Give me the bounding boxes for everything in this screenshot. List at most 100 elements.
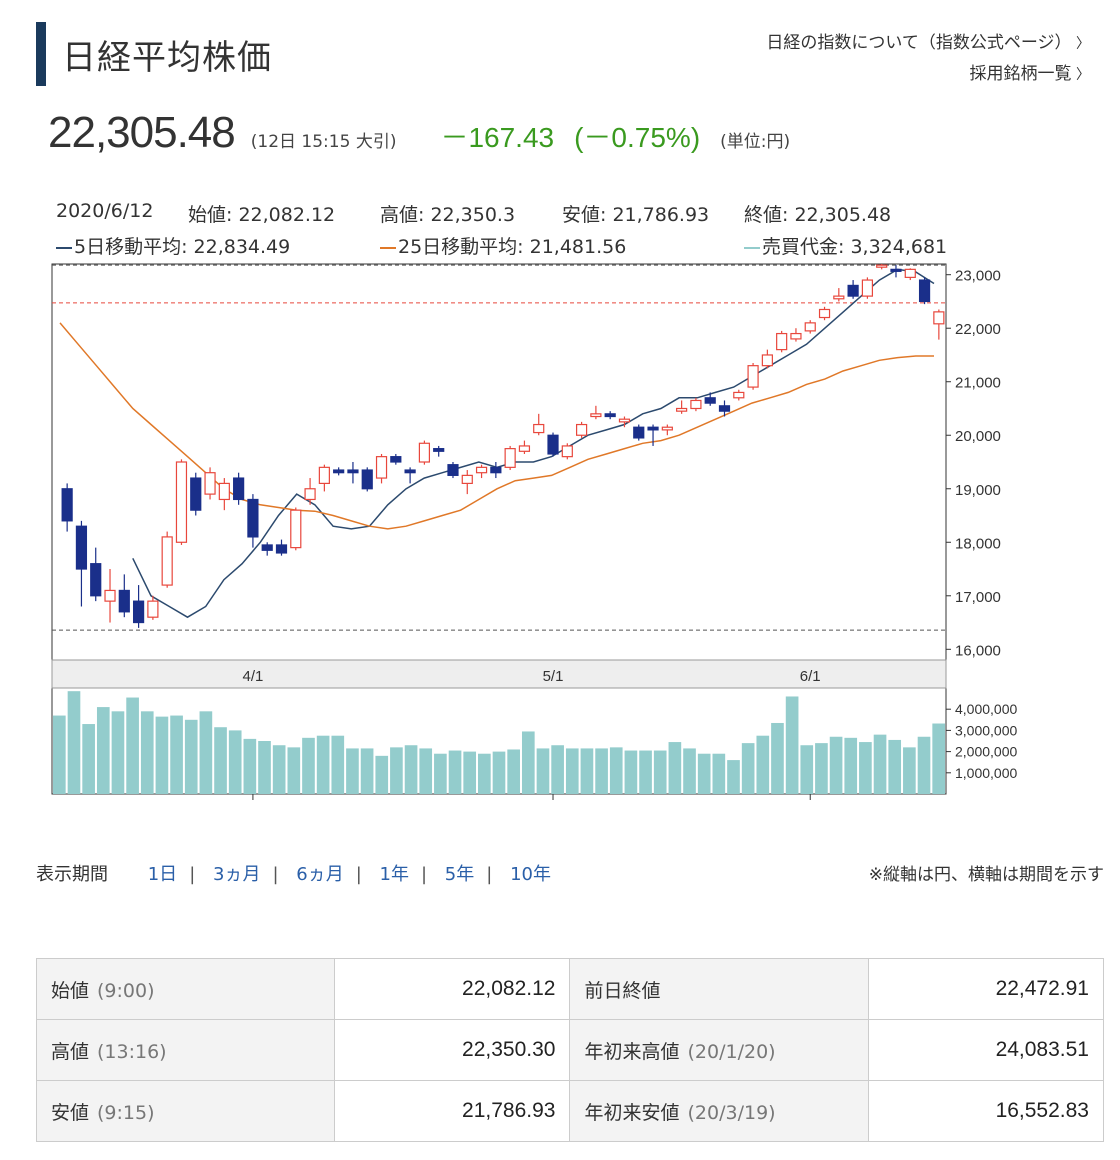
volume-bar: [697, 753, 711, 794]
title-accent-bar: [36, 22, 46, 86]
candle-up: [318, 466, 330, 485]
volume-y-tick-label: 3,000,000: [955, 722, 1017, 738]
stat-label: 年初来安値: [584, 1101, 680, 1124]
period-separator: |: [355, 864, 362, 885]
candle-up: [475, 466, 488, 474]
quote-row: 22,305.48 (12日 15:15 大引) －167.43 (－0.75%…: [48, 108, 790, 158]
unit-label: (単位:円): [720, 132, 791, 152]
volume-bar: [580, 748, 594, 794]
stat-sub: (9:00): [97, 979, 155, 1002]
price-y-tick-label: 16,000: [955, 642, 1001, 659]
period-10y[interactable]: 10年: [510, 864, 551, 885]
candle-down: [75, 525, 88, 570]
candle-up: [876, 264, 888, 268]
candle-up: [204, 472, 216, 495]
stock-chart: 16,000 17,000 18,000 19,000 20,000 21,000 22,0…: [51, 263, 1017, 800]
volume-bar: [609, 747, 623, 794]
candle-down: [490, 466, 502, 474]
candle-down: [233, 477, 245, 501]
candle-up: [290, 509, 302, 549]
ma5-line: [132, 268, 935, 619]
volume-bar: [859, 742, 872, 794]
candle-up: [804, 322, 816, 332]
index-about-link[interactable]: 日経の指数について（指数公式ページ）: [766, 28, 1090, 59]
candle-up: [661, 426, 673, 431]
period-3m[interactable]: 3ヵ月: [213, 864, 261, 885]
candle-up: [590, 413, 602, 418]
stat-value: 22,350.30: [334, 1019, 571, 1081]
stat-key: 年初来高値 (20/1/20): [569, 1019, 869, 1081]
volume-bar: [668, 742, 682, 794]
candle-up: [175, 461, 188, 543]
candle-up: [104, 589, 116, 602]
period-1d[interactable]: 1日: [147, 864, 178, 885]
volume-bar: [639, 750, 652, 794]
current-price: 22,305.48: [48, 108, 236, 157]
price-y-tick-label: 20,000: [955, 428, 1001, 445]
volume-bar: [829, 736, 843, 794]
ohlc-date: 2020/6/12: [56, 200, 154, 222]
candle-up: [461, 474, 473, 485]
stat-key: 前日終値: [569, 958, 869, 1020]
candle-up: [375, 456, 388, 479]
legend-ma25-label: 25日移動平均: 21,481.56: [398, 236, 627, 258]
table-row: 安値 (9:15) 21,786.93 年初来安値 (20/3/19) 16,552…: [35, 1080, 1105, 1142]
candle-down: [647, 426, 659, 431]
period-6m[interactable]: 6ヵ月: [296, 864, 344, 885]
candle-up: [618, 418, 631, 423]
stat-label: 前日終値: [584, 979, 661, 1002]
candle-up: [690, 399, 702, 410]
x-tick-label: 6/1: [800, 668, 821, 685]
candle-down: [90, 563, 102, 597]
candle-down: [918, 279, 931, 303]
volume-bar: [741, 743, 755, 794]
ohlc-open: 始値: 22,082.12: [188, 204, 336, 226]
volume-bar: [844, 737, 858, 794]
volume-y-tick-label: 4,000,000: [955, 701, 1017, 717]
stat-value: 21,786.93: [334, 1080, 571, 1142]
candle-up: [518, 445, 531, 452]
volume-bar: [375, 755, 389, 794]
candle-up: [733, 391, 745, 399]
candle-down: [132, 600, 145, 624]
volume-bar: [903, 747, 916, 794]
candle-down: [361, 469, 373, 490]
candle-up: [833, 295, 845, 300]
stat-value: 22,082.12: [334, 958, 571, 1020]
candle-up: [861, 279, 874, 297]
candle-up: [575, 423, 588, 436]
candle-down: [433, 448, 445, 452]
period-5y[interactable]: 5年: [444, 864, 475, 885]
table-row: 始値 (9:00) 22,082.12 前日終値 22,472.91: [35, 958, 1105, 1020]
stat-label: 年初来高値: [584, 1040, 680, 1063]
volume-bar: [272, 745, 286, 794]
candle-up: [218, 482, 230, 501]
candle-down: [190, 477, 202, 511]
stat-sub: (9:15): [97, 1101, 155, 1124]
price-y-tick-label: 18,000: [955, 535, 1001, 552]
volume-bar: [302, 737, 315, 794]
price-change-pct: (－0.75%): [574, 122, 701, 153]
period-separator: |: [420, 864, 428, 885]
stat-value: 24,083.51: [867, 1019, 1105, 1081]
volume-bar: [771, 722, 784, 794]
candle-down: [347, 469, 359, 474]
components-link[interactable]: 採用銘柄一覧: [766, 59, 1090, 90]
candle-up: [418, 442, 431, 463]
candle-down: [118, 589, 130, 613]
price-time: (12日 15:15 大引): [250, 132, 397, 152]
candle-down: [604, 413, 616, 418]
stat-value: 16,552.83: [867, 1080, 1105, 1142]
candle-up: [161, 536, 173, 586]
volume-bar: [932, 723, 945, 794]
stat-key: 安値 (9:15): [35, 1080, 336, 1142]
candle-up: [304, 488, 316, 501]
price-y-tick-label: 23,000: [955, 268, 1001, 285]
candle-down: [247, 498, 259, 538]
volume-bar: [888, 739, 902, 794]
volume-bar: [67, 691, 81, 794]
legend-turnover: 売買代金: 3,324,681: [744, 232, 947, 259]
period-1y[interactable]: 1年: [379, 864, 409, 885]
volume-bar: [155, 716, 169, 794]
volume-bar: [243, 738, 257, 794]
